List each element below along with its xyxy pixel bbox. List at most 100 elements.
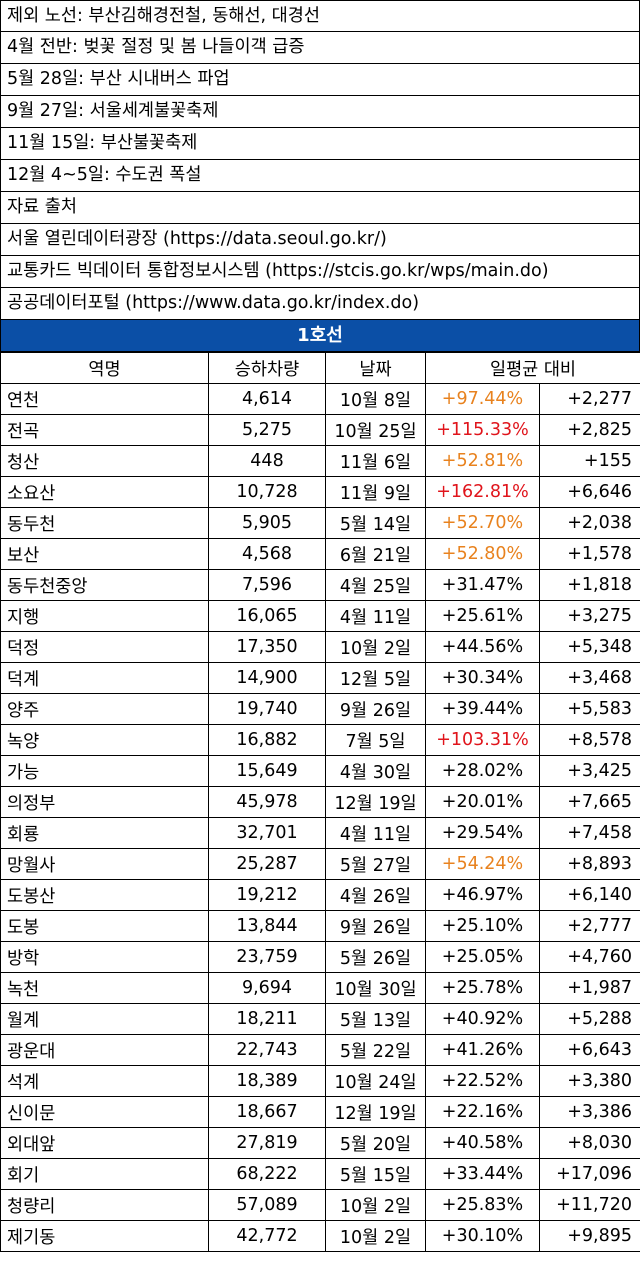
station-name: 방학 <box>0 941 209 973</box>
difference-vs-average: +4,760 <box>539 941 640 973</box>
station-name: 회룡 <box>0 817 209 849</box>
station-name: 지행 <box>0 600 209 632</box>
difference-vs-average: +1,818 <box>539 569 640 601</box>
table-row: 외대앞 27,819 5월 20일 +40.58% +8,030 <box>0 1127 640 1159</box>
table-header-row: 역명 승하차량 날짜 일평균 대비 <box>0 352 640 384</box>
peak-date: 5월 15일 <box>325 1158 426 1190</box>
table-row: 녹천 9,694 10월 30일 +25.78% +1,987 <box>0 972 640 1004</box>
peak-date: 10월 2일 <box>325 1220 426 1252</box>
peak-date: 5월 14일 <box>325 507 426 539</box>
peak-date: 4월 26일 <box>325 879 426 911</box>
note-sep-27: 9월 27일: 서울세계불꽃축제 <box>1 96 639 128</box>
ridership-count: 4,568 <box>208 538 326 570</box>
difference-vs-average: +1,987 <box>539 972 640 1004</box>
peak-date: 4월 11일 <box>325 817 426 849</box>
percent-vs-average: +39.44% <box>425 693 540 725</box>
percent-vs-average: +25.05% <box>425 941 540 973</box>
percent-vs-average: +25.61% <box>425 600 540 632</box>
note-nov-15: 11월 15일: 부산불꽃축제 <box>1 128 639 160</box>
percent-vs-average: +28.02% <box>425 755 540 787</box>
ridership-count: 7,596 <box>208 569 326 601</box>
note-source-data-go: 공공데이터포털 (https://www.data.go.kr/index.do… <box>1 288 639 320</box>
station-name: 외대앞 <box>0 1127 209 1159</box>
peak-date: 10월 2일 <box>325 1189 426 1221</box>
station-table: 역명 승하차량 날짜 일평균 대비 연천 4,614 10월 8일 +97.44% +2… <box>0 352 640 1252</box>
ridership-count: 15,649 <box>208 755 326 787</box>
percent-vs-average: +52.70% <box>425 507 540 539</box>
peak-date: 5월 22일 <box>325 1034 426 1066</box>
difference-vs-average: +8,030 <box>539 1127 640 1159</box>
col-station: 역명 <box>0 352 209 384</box>
difference-vs-average: +3,425 <box>539 755 640 787</box>
station-name: 광운대 <box>0 1034 209 1066</box>
ridership-count: 23,759 <box>208 941 326 973</box>
station-name: 청량리 <box>0 1189 209 1221</box>
station-name: 청산 <box>0 445 209 477</box>
ridership-count: 57,089 <box>208 1189 326 1221</box>
percent-vs-average: +25.10% <box>425 910 540 942</box>
percent-vs-average: +40.58% <box>425 1127 540 1159</box>
station-name: 도봉산 <box>0 879 209 911</box>
difference-vs-average: +2,777 <box>539 910 640 942</box>
table-row: 덕정 17,350 10월 2일 +44.56% +5,348 <box>0 631 640 663</box>
peak-date: 5월 27일 <box>325 848 426 880</box>
percent-vs-average: +46.97% <box>425 879 540 911</box>
percent-vs-average: +54.24% <box>425 848 540 880</box>
station-name: 회기 <box>0 1158 209 1190</box>
difference-vs-average: +7,458 <box>539 817 640 849</box>
percent-vs-average: +52.81% <box>425 445 540 477</box>
table-row: 의정부 45,978 12월 19일 +20.01% +7,665 <box>0 786 640 818</box>
difference-vs-average: +6,643 <box>539 1034 640 1066</box>
station-name: 망월사 <box>0 848 209 880</box>
ridership-count: 17,350 <box>208 631 326 663</box>
table-row: 도봉 13,844 9월 26일 +25.10% +2,777 <box>0 910 640 942</box>
difference-vs-average: +3,386 <box>539 1096 640 1128</box>
percent-vs-average: +30.10% <box>425 1220 540 1252</box>
difference-vs-average: +3,468 <box>539 662 640 694</box>
line-title: 1호선 <box>0 320 640 352</box>
difference-vs-average: +155 <box>539 445 640 477</box>
ridership-count: 25,287 <box>208 848 326 880</box>
percent-vs-average: +22.52% <box>425 1065 540 1097</box>
difference-vs-average: +2,825 <box>539 414 640 446</box>
station-name: 동두천중앙 <box>0 569 209 601</box>
peak-date: 12월 5일 <box>325 662 426 694</box>
percent-vs-average: +25.78% <box>425 972 540 1004</box>
ridership-count: 27,819 <box>208 1127 326 1159</box>
note-dec-4-5: 12월 4~5일: 수도권 폭설 <box>1 160 639 192</box>
ridership-count: 9,694 <box>208 972 326 1004</box>
difference-vs-average: +11,720 <box>539 1189 640 1221</box>
difference-vs-average: +1,578 <box>539 538 640 570</box>
note-source-stcis: 교통카드 빅데이터 통합정보시스템 (https://stcis.go.kr/w… <box>1 256 639 288</box>
peak-date: 6월 21일 <box>325 538 426 570</box>
percent-vs-average: +20.01% <box>425 786 540 818</box>
ridership-count: 4,614 <box>208 383 326 415</box>
difference-vs-average: +5,348 <box>539 631 640 663</box>
peak-date: 10월 25일 <box>325 414 426 446</box>
station-name: 덕정 <box>0 631 209 663</box>
table-row: 청량리 57,089 10월 2일 +25.83% +11,720 <box>0 1189 640 1221</box>
station-name: 의정부 <box>0 786 209 818</box>
percent-vs-average: +25.83% <box>425 1189 540 1221</box>
peak-date: 5월 20일 <box>325 1127 426 1159</box>
ridership-count: 14,900 <box>208 662 326 694</box>
table-row: 소요산 10,728 11월 9일 +162.81% +6,646 <box>0 476 640 508</box>
percent-vs-average: +29.54% <box>425 817 540 849</box>
percent-vs-average: +52.80% <box>425 538 540 570</box>
table-row: 월계 18,211 5월 13일 +40.92% +5,288 <box>0 1003 640 1035</box>
station-name: 녹양 <box>0 724 209 756</box>
col-vs-average: 일평균 대비 <box>425 352 640 384</box>
table-row: 청산 448 11월 6일 +52.81% +155 <box>0 445 640 477</box>
percent-vs-average: +97.44% <box>425 383 540 415</box>
peak-date: 10월 2일 <box>325 631 426 663</box>
table-row: 제기동 42,772 10월 2일 +30.10% +9,895 <box>0 1220 640 1252</box>
table-row: 지행 16,065 4월 11일 +25.61% +3,275 <box>0 600 640 632</box>
ridership-count: 42,772 <box>208 1220 326 1252</box>
peak-date: 9월 26일 <box>325 693 426 725</box>
ridership-count: 10,728 <box>208 476 326 508</box>
table-body: 연천 4,614 10월 8일 +97.44% +2,277 전곡 5,275 10월 25일… <box>0 383 640 1252</box>
table-row: 동두천 5,905 5월 14일 +52.70% +2,038 <box>0 507 640 539</box>
peak-date: 10월 30일 <box>325 972 426 1004</box>
peak-date: 12월 19일 <box>325 786 426 818</box>
station-name: 제기동 <box>0 1220 209 1252</box>
